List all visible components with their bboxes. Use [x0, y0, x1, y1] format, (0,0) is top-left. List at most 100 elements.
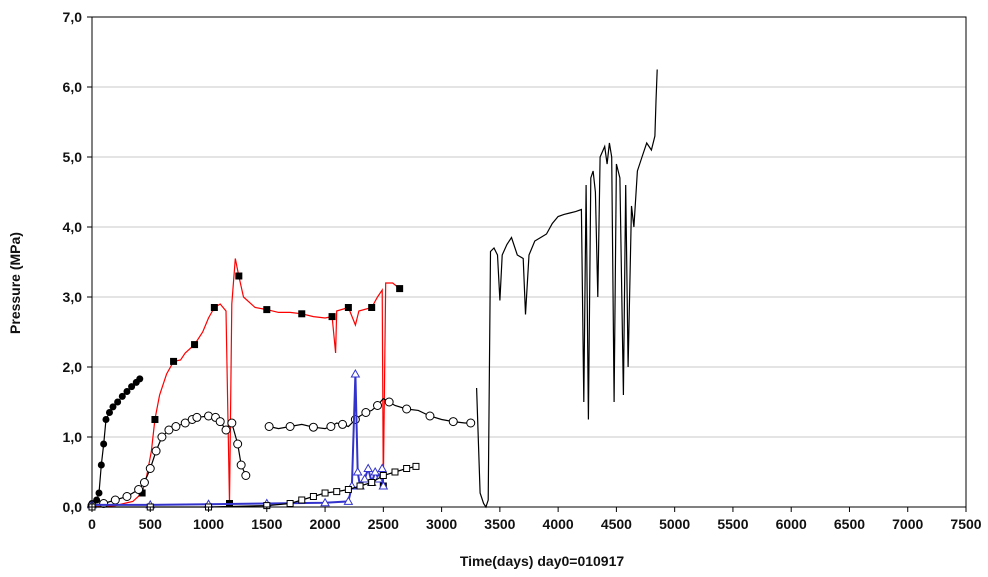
data-point: [309, 493, 317, 500]
data-point: [402, 404, 412, 414]
x-tick-label: 3000: [426, 516, 457, 532]
data-point: [221, 425, 231, 435]
x-tick-label: 1000: [193, 516, 224, 532]
plot-frame: [91, 16, 967, 508]
data-point: [136, 375, 144, 383]
x-tick-label: 1500: [251, 516, 282, 532]
data-point: [95, 489, 103, 497]
data-point: [466, 418, 476, 428]
x-axis-title: Time(days) day0=010917: [460, 553, 625, 569]
data-point: [227, 418, 237, 428]
series-4: [264, 397, 476, 432]
y-tick-label: 2,0: [63, 359, 83, 375]
x-tick-label: 4000: [543, 516, 574, 532]
data-point: [363, 463, 374, 472]
x-tick-label: 7000: [892, 516, 923, 532]
data-point: [192, 412, 202, 422]
data-point: [118, 392, 126, 400]
data-point: [102, 416, 110, 423]
series-3: [87, 411, 251, 511]
y-tick-label: 4,0: [63, 219, 83, 235]
data-point: [343, 496, 354, 505]
data-point: [157, 432, 167, 442]
data-point: [396, 285, 404, 293]
series-1: [88, 375, 144, 507]
data-point: [263, 306, 271, 314]
x-tick-label: 2500: [368, 516, 399, 532]
data-point: [285, 422, 295, 431]
data-point: [93, 496, 101, 504]
x-tick-label: 2000: [309, 516, 340, 532]
series-layer: [87, 69, 658, 511]
data-point: [378, 480, 389, 490]
data-point: [286, 500, 294, 507]
x-tick-label: 500: [139, 516, 163, 532]
data-point: [344, 486, 352, 493]
data-point: [97, 461, 105, 469]
data-point: [123, 388, 131, 395]
data-point: [109, 403, 117, 411]
series-line: [91, 378, 141, 504]
x-tick-label: 5000: [659, 516, 690, 532]
data-point: [384, 397, 394, 407]
data-point: [134, 485, 144, 494]
series-line: [476, 69, 658, 509]
data-point: [448, 417, 458, 427]
data-point: [321, 489, 329, 497]
data-point: [298, 310, 306, 318]
data-point: [344, 304, 352, 311]
data-point: [368, 304, 376, 311]
data-point: [264, 422, 274, 431]
data-point: [191, 341, 199, 349]
data-point: [391, 468, 399, 476]
series-line: [92, 465, 417, 508]
x-tick-label: 6500: [834, 516, 865, 532]
data-point: [180, 418, 190, 428]
data-point: [215, 417, 225, 427]
data-point: [425, 411, 435, 421]
data-point: [122, 492, 132, 501]
y-axis-title: Pressure (MPa): [7, 232, 23, 334]
data-point: [350, 368, 361, 378]
data-point: [379, 472, 387, 479]
data-point: [298, 496, 306, 504]
data-point: [114, 398, 122, 406]
y-tick-label: 6,0: [63, 79, 83, 95]
x-tick-label: 7500: [950, 516, 981, 532]
x-tick-label: 0: [88, 516, 96, 532]
data-point: [145, 464, 155, 473]
data-point: [359, 473, 370, 483]
data-point: [326, 422, 336, 431]
series-line: [91, 415, 247, 507]
data-point: [368, 479, 376, 486]
gridlines: [92, 86, 966, 438]
data-point: [333, 488, 341, 496]
data-point: [210, 304, 218, 311]
data-point: [308, 422, 318, 432]
data-point: [403, 465, 411, 472]
data-point: [151, 416, 159, 423]
data-point: [373, 401, 383, 410]
data-point: [139, 478, 149, 487]
data-point: [350, 415, 360, 424]
x-tick-label: 3500: [484, 516, 515, 532]
x-tick-label: 4500: [601, 516, 632, 532]
data-point: [233, 439, 243, 449]
y-tick-label: 1,0: [63, 429, 83, 445]
data-point: [370, 466, 381, 476]
data-point: [356, 482, 364, 490]
data-point: [241, 471, 251, 480]
data-point: [236, 460, 246, 470]
y-tick-label: 3,0: [63, 289, 83, 305]
data-point: [170, 357, 178, 365]
y-tick-label: 5,0: [63, 149, 83, 165]
data-point: [110, 495, 120, 505]
data-point: [412, 462, 420, 470]
data-point: [171, 422, 181, 431]
data-point: [99, 499, 109, 508]
series-5: [476, 69, 658, 509]
data-point: [100, 440, 108, 448]
data-point: [352, 466, 363, 476]
axes: [87, 16, 967, 512]
